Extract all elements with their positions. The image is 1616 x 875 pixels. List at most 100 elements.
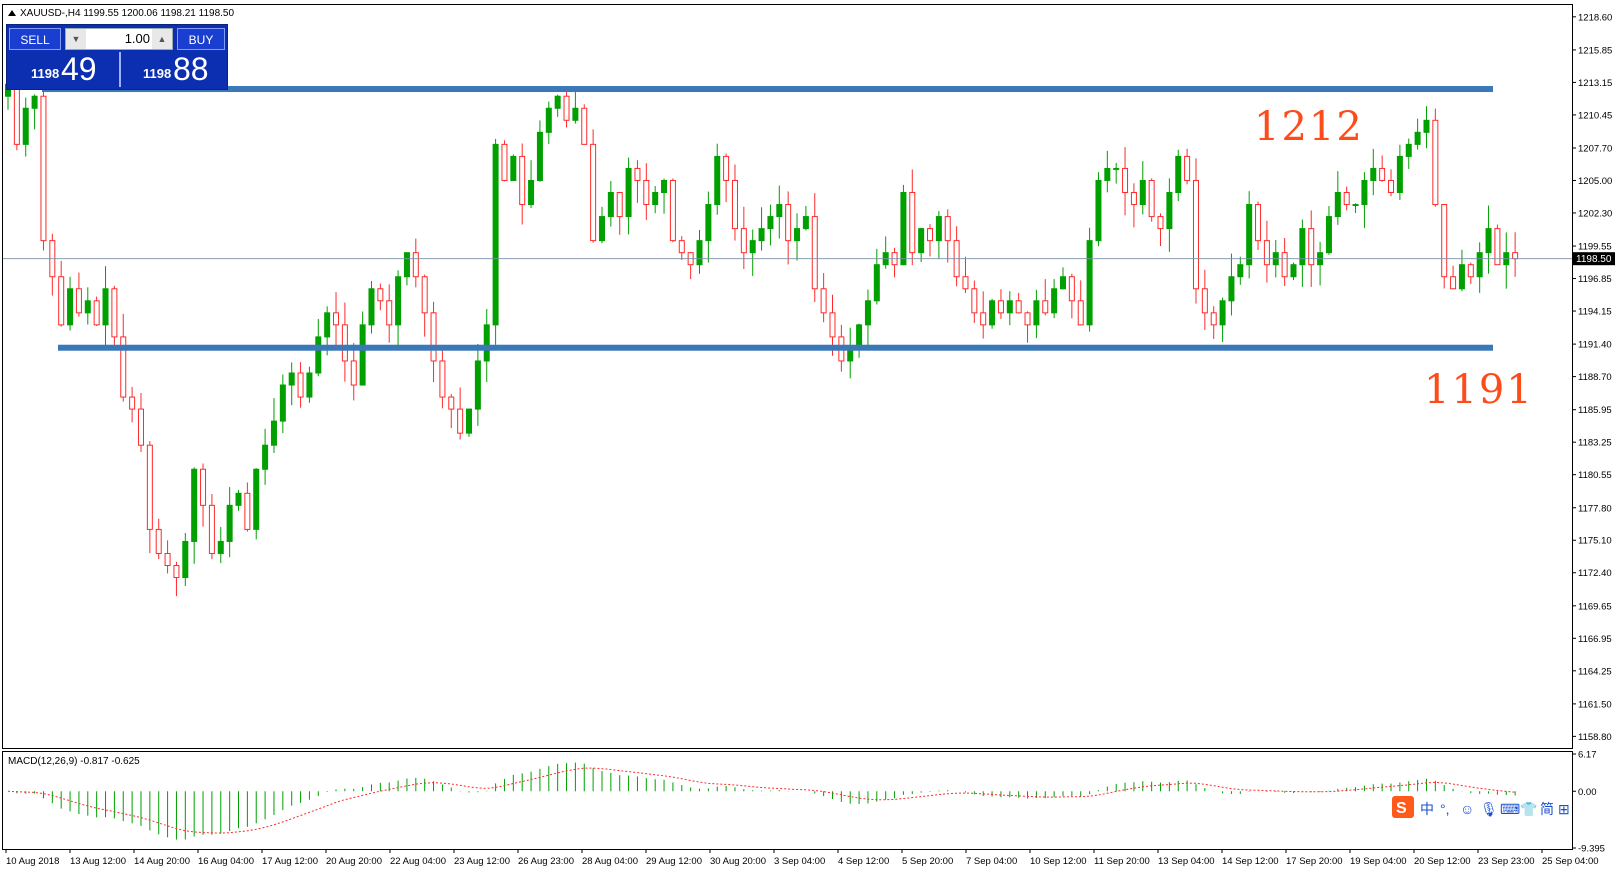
lot-size-stepper[interactable]: ▼ 1.00 ▲ xyxy=(65,28,173,50)
ime-keyboard-icon[interactable]: ⌨ xyxy=(1500,801,1520,817)
y-tick-label: 1194.15 xyxy=(1578,307,1612,318)
candle-body xyxy=(457,408,464,434)
ime-emoji-icon[interactable]: ☺ xyxy=(1460,801,1474,817)
candle-body xyxy=(873,264,880,302)
ime-voice-icon[interactable]: 🎙 xyxy=(1480,801,1498,817)
y-tick-label: 1191.40 xyxy=(1578,340,1612,351)
candle-body xyxy=(652,192,659,206)
ime-chinese-icon[interactable]: 中 xyxy=(1420,801,1434,817)
candle-body xyxy=(120,336,127,398)
candle-body xyxy=(412,252,419,278)
candle-body xyxy=(137,408,144,446)
candle-body xyxy=(226,504,233,542)
candle-body xyxy=(111,288,118,338)
x-tick-label: 20 Sep 12:00 xyxy=(1414,856,1471,867)
candlestick-series xyxy=(5,72,1519,597)
candle-body xyxy=(483,324,490,362)
candle-body xyxy=(1077,300,1084,326)
candle-body xyxy=(1184,155,1191,181)
buy-price-button[interactable]: 1198 88 xyxy=(119,51,227,87)
candle-body xyxy=(1441,204,1448,278)
candle-body xyxy=(1361,179,1368,206)
candle-body xyxy=(1130,192,1137,206)
candle-body xyxy=(341,324,348,362)
buy-button[interactable]: BUY xyxy=(177,28,225,50)
ime-skin-icon[interactable]: 👕 xyxy=(1520,801,1537,817)
candle-body xyxy=(962,276,969,290)
candle-body xyxy=(1228,276,1235,302)
candle-body xyxy=(678,240,685,254)
candle-body xyxy=(545,107,552,133)
candle-body xyxy=(510,155,517,181)
candle-body xyxy=(1246,204,1253,266)
chevron-up-icon[interactable]: ▲ xyxy=(152,29,172,49)
candle-body xyxy=(377,288,384,302)
candle-body xyxy=(182,540,189,579)
macd-y-tick-label: -9.395 xyxy=(1578,844,1605,855)
y-tick-label: 1180.55 xyxy=(1578,470,1612,481)
candle-body xyxy=(1263,240,1270,266)
x-tick-label: 30 Aug 20:00 xyxy=(710,856,766,867)
resistance-annotation: 1212 xyxy=(1254,104,1364,150)
ime-traditional-icon[interactable]: 简 xyxy=(1540,801,1554,817)
candle-body xyxy=(776,204,783,218)
candle-body xyxy=(253,468,260,530)
candle-body xyxy=(368,288,375,326)
x-tick-label: 13 Aug 12:00 xyxy=(70,856,126,867)
ime-menu-icon[interactable]: ⊞ xyxy=(1558,801,1570,817)
candle-body xyxy=(395,276,402,326)
candle-body xyxy=(235,492,242,506)
candle-body xyxy=(820,288,827,314)
candle-body xyxy=(1192,179,1199,290)
candle-body xyxy=(93,300,100,326)
candle-body xyxy=(1042,300,1049,314)
candle-body xyxy=(58,276,65,326)
candle-body xyxy=(519,155,526,206)
candle-body xyxy=(1423,119,1430,133)
candle-body xyxy=(1334,192,1341,218)
support-annotation: 1191 xyxy=(1424,367,1534,413)
level-line-1212[interactable] xyxy=(42,86,1493,93)
x-tick-label: 22 Aug 04:00 xyxy=(390,856,446,867)
candle-body xyxy=(927,228,934,242)
y-tick-label: 1196.85 xyxy=(1578,274,1612,285)
candle-body xyxy=(13,83,20,145)
y-tick-label: 1161.50 xyxy=(1578,699,1612,710)
candle-body xyxy=(1512,252,1519,260)
candle-body xyxy=(723,155,730,181)
candle-body xyxy=(714,155,721,206)
candle-body xyxy=(1166,192,1173,230)
candle-body xyxy=(1051,288,1058,314)
y-tick-label: 1164.25 xyxy=(1578,666,1612,677)
lot-size-input[interactable]: 1.00 xyxy=(124,31,150,46)
level-line-1191[interactable] xyxy=(58,344,1493,351)
y-tick-label: 1158.80 xyxy=(1578,732,1612,743)
candle-body xyxy=(129,396,136,410)
candle-body xyxy=(75,288,82,314)
candle-body xyxy=(989,300,996,326)
x-tick-label: 23 Sep 23:00 xyxy=(1478,856,1535,867)
macd-signal-line xyxy=(7,767,1516,834)
candle-body xyxy=(1210,312,1217,326)
candle-body xyxy=(386,300,393,326)
candle-body xyxy=(208,504,215,554)
candle-body xyxy=(350,360,357,386)
x-tick-label: 19 Sep 04:00 xyxy=(1350,856,1407,867)
x-tick-label: 13 Sep 04:00 xyxy=(1158,856,1215,867)
candle-body xyxy=(22,107,29,145)
chevron-down-icon[interactable]: ▼ xyxy=(66,29,86,49)
candle-body xyxy=(1405,143,1412,157)
price-axis: 1218.60 1215.85 1213.15 1210.45 1207.70 1205.… xyxy=(1572,12,1612,743)
x-tick-label: 17 Aug 12:00 xyxy=(262,856,318,867)
ime-punct-icon[interactable]: °, xyxy=(1440,801,1450,817)
candle-body xyxy=(554,95,561,109)
candle-body xyxy=(1432,119,1439,206)
collapse-arrow-icon[interactable] xyxy=(8,10,16,16)
candle-body xyxy=(829,312,836,338)
candle-body xyxy=(607,192,614,218)
candle-body xyxy=(297,372,304,398)
candle-body xyxy=(173,565,180,579)
candle-body xyxy=(1201,288,1208,314)
sell-button[interactable]: SELL xyxy=(9,28,61,50)
sell-price-button[interactable]: 1198 49 xyxy=(9,51,117,87)
